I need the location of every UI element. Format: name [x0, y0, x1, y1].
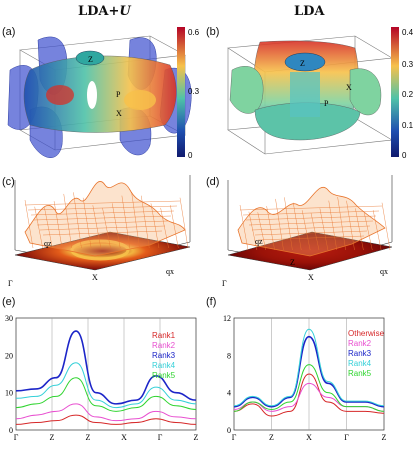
legend-rank3: Rank3	[152, 351, 176, 360]
label-p-a: P	[116, 90, 121, 99]
label-x-b: X	[346, 83, 352, 92]
legend-rank4: Rank4	[348, 359, 372, 368]
x-tick-label: Z	[194, 433, 199, 442]
colorbar-a-tick-mid: 0.3	[188, 87, 200, 96]
label-z-d: Z	[290, 258, 295, 267]
series-line-rank4	[233, 328, 385, 407]
label-x-d: X	[308, 273, 314, 282]
label-qx-c: qx	[166, 267, 174, 276]
label-x-a: X	[116, 109, 122, 118]
y-tick-label: 8	[227, 351, 231, 360]
panel-label-c: (c)	[2, 176, 15, 188]
legend-rank3: Rank3	[348, 349, 372, 358]
y-tick-label: 30	[5, 314, 13, 323]
colorbar-a	[177, 27, 185, 157]
series-line-rank5	[15, 377, 197, 412]
x-tick-label: X	[306, 433, 312, 442]
panel-label-e: (e)	[2, 296, 16, 308]
legend-rank2: Rank2	[348, 339, 372, 348]
x-tick-label: Z	[382, 433, 387, 442]
legend-otherwise: Otherwise	[348, 329, 385, 338]
x-tick-label: Z	[50, 433, 55, 442]
colorbar-a-tick-bottom: 0	[188, 151, 193, 160]
colorbar-a-tick-top: 0.6	[188, 28, 200, 37]
y-tick-label: 0	[9, 426, 13, 435]
y-tick-label: 4	[227, 389, 231, 398]
colorbar-b	[391, 27, 399, 157]
title-lda: LDA	[294, 4, 325, 19]
series-line-rank3	[15, 330, 197, 405]
label-qx-d: qx	[380, 267, 388, 276]
colorbar-b-tick-1: 0.3	[402, 60, 414, 69]
label-z-a: Z	[88, 55, 93, 64]
x-tick-label: Z	[269, 433, 274, 442]
label-qz-d: qz	[255, 237, 263, 246]
surface-plot-d: qz Z qx Γ X	[222, 175, 393, 288]
y-tick-label: 0	[227, 426, 231, 435]
panel-label-d: (d)	[206, 176, 220, 188]
series-line-rank1	[15, 414, 197, 425]
x-tick-label: Z	[86, 433, 91, 442]
y-tick-label: 10	[5, 389, 13, 398]
legend-rank2: Rank2	[152, 341, 176, 350]
x-tick-label: Γ	[158, 433, 163, 442]
label-gamma-d: Γ	[222, 279, 227, 288]
surface-plot-c: qz qx Γ X	[8, 175, 191, 288]
x-tick-label: X	[121, 433, 127, 442]
legend-rank5: Rank5	[348, 369, 372, 378]
colorbar-b-tick-2: 0.2	[402, 90, 414, 99]
colorbar-b-tick-3: 0.1	[402, 121, 414, 130]
label-gamma-c: Γ	[8, 279, 13, 288]
series-line-otherwise	[233, 373, 385, 417]
panel-label-f: (f)	[206, 296, 217, 308]
label-z-b: Z	[300, 59, 305, 68]
x-tick-label: Γ	[14, 433, 19, 442]
colorbar-b-tick-0: 0.4	[402, 28, 414, 37]
series-line-rank2	[15, 403, 197, 422]
panel-label-a: (a)	[2, 26, 16, 38]
label-p-b: P	[324, 99, 329, 108]
series-line-rank3	[233, 335, 385, 408]
y-tick-label: 20	[5, 351, 13, 360]
x-tick-label: Γ	[232, 433, 237, 442]
label-qz-c: qz	[44, 239, 52, 248]
y-tick-label: 12	[223, 314, 231, 323]
label-x-c: X	[92, 273, 98, 282]
series-line-rank4	[15, 362, 197, 409]
colorbar-b-tick-4: 0	[402, 151, 407, 160]
legend-rank1: Rank1	[152, 331, 176, 340]
legend-rank5: Rank5	[152, 371, 176, 380]
panel-label-b: (b)	[206, 26, 220, 38]
legend-rank4: Rank4	[152, 361, 176, 370]
title-lda-u: LDA+U	[78, 4, 131, 19]
series-line-rank5	[233, 364, 385, 412]
x-tick-label: Γ	[344, 433, 349, 442]
